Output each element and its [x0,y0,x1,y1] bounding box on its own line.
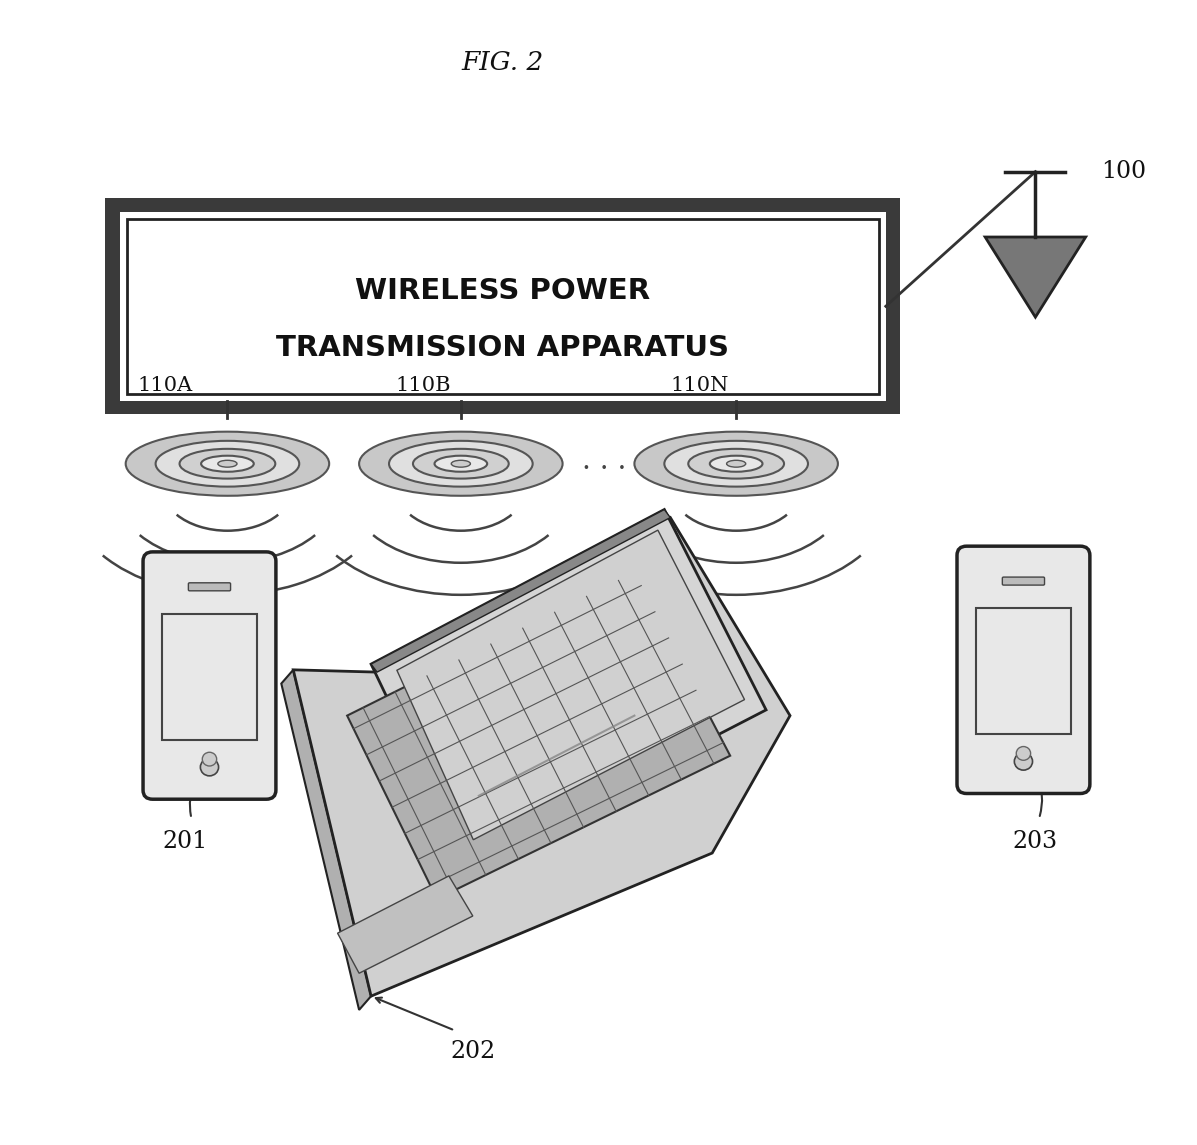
FancyBboxPatch shape [977,608,1070,734]
Text: TRANSMISSION APPARATUS: TRANSMISSION APPARATUS [277,334,729,362]
Ellipse shape [451,460,470,467]
Text: 110N: 110N [670,376,729,395]
Text: · · ·: · · · [582,456,627,483]
Ellipse shape [156,441,299,487]
Ellipse shape [389,441,533,487]
Text: 100: 100 [1101,160,1147,183]
Text: 202: 202 [450,1040,496,1063]
Ellipse shape [727,460,746,467]
FancyBboxPatch shape [1002,577,1045,585]
Text: FIG. 2: FIG. 2 [462,50,543,76]
Polygon shape [338,876,473,973]
Ellipse shape [634,432,838,496]
FancyBboxPatch shape [120,212,886,401]
Circle shape [202,752,217,766]
Circle shape [1016,747,1031,760]
Ellipse shape [218,460,237,467]
FancyBboxPatch shape [162,614,256,740]
FancyBboxPatch shape [188,583,231,591]
Ellipse shape [710,456,762,472]
Polygon shape [371,510,766,864]
Text: 203: 203 [1013,830,1058,853]
FancyBboxPatch shape [956,546,1089,793]
FancyBboxPatch shape [142,552,275,799]
Ellipse shape [688,449,784,479]
FancyBboxPatch shape [105,198,900,414]
Ellipse shape [180,449,275,479]
Polygon shape [281,670,371,1010]
Ellipse shape [664,441,808,487]
Ellipse shape [201,456,254,472]
Ellipse shape [126,432,329,496]
Ellipse shape [359,432,563,496]
Polygon shape [371,510,670,672]
Ellipse shape [435,456,487,472]
Circle shape [1014,752,1033,771]
Polygon shape [293,518,790,996]
Text: 110B: 110B [395,376,450,395]
Text: 110A: 110A [138,376,193,395]
Polygon shape [347,572,730,899]
Ellipse shape [413,449,509,479]
Polygon shape [985,237,1086,317]
Text: 201: 201 [163,830,208,853]
Polygon shape [397,530,745,839]
Circle shape [200,758,219,776]
Text: WIRELESS POWER: WIRELESS POWER [356,277,650,306]
